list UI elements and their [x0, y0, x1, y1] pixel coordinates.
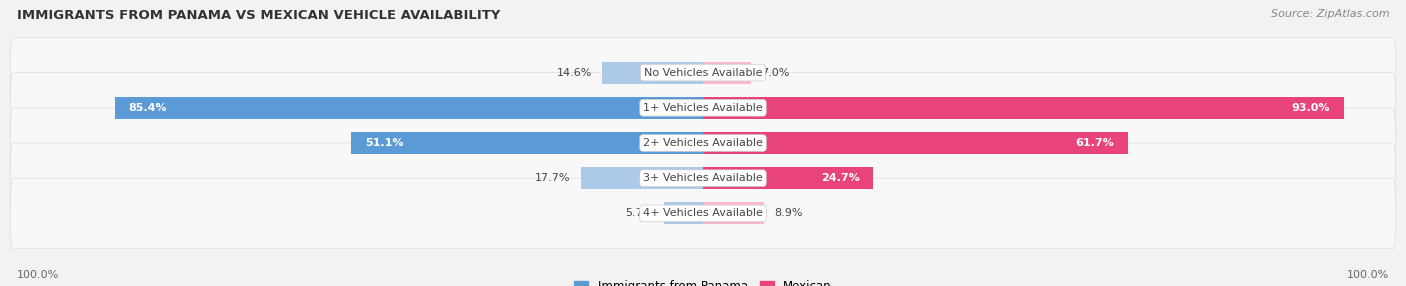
Text: 8.9%: 8.9% — [775, 208, 803, 219]
FancyBboxPatch shape — [11, 108, 1395, 178]
Bar — [703, 62, 751, 84]
Legend: Immigrants from Panama, Mexican: Immigrants from Panama, Mexican — [569, 276, 837, 286]
Text: 2+ Vehicles Available: 2+ Vehicles Available — [643, 138, 763, 148]
Text: 24.7%: 24.7% — [821, 173, 859, 183]
Bar — [703, 202, 765, 224]
Text: 5.7%: 5.7% — [626, 208, 654, 219]
Bar — [581, 167, 703, 189]
Text: 3+ Vehicles Available: 3+ Vehicles Available — [643, 173, 763, 183]
Text: 17.7%: 17.7% — [536, 173, 571, 183]
Bar — [703, 97, 1344, 119]
FancyBboxPatch shape — [11, 178, 1395, 249]
Text: 93.0%: 93.0% — [1292, 103, 1330, 113]
Bar — [602, 62, 703, 84]
Text: 51.1%: 51.1% — [364, 138, 404, 148]
Bar — [664, 202, 703, 224]
Text: No Vehicles Available: No Vehicles Available — [644, 67, 762, 78]
Text: Source: ZipAtlas.com: Source: ZipAtlas.com — [1271, 9, 1389, 19]
FancyBboxPatch shape — [11, 143, 1395, 213]
Bar — [115, 97, 703, 119]
Text: 4+ Vehicles Available: 4+ Vehicles Available — [643, 208, 763, 219]
Bar — [352, 132, 703, 154]
Text: 85.4%: 85.4% — [128, 103, 167, 113]
Text: 1+ Vehicles Available: 1+ Vehicles Available — [643, 103, 763, 113]
Bar — [703, 167, 873, 189]
Text: 100.0%: 100.0% — [1347, 270, 1389, 280]
Text: 100.0%: 100.0% — [17, 270, 59, 280]
FancyBboxPatch shape — [11, 73, 1395, 143]
Text: 61.7%: 61.7% — [1076, 138, 1115, 148]
Text: IMMIGRANTS FROM PANAMA VS MEXICAN VEHICLE AVAILABILITY: IMMIGRANTS FROM PANAMA VS MEXICAN VEHICL… — [17, 9, 501, 21]
Bar — [703, 132, 1128, 154]
Text: 7.0%: 7.0% — [762, 67, 790, 78]
Text: 14.6%: 14.6% — [557, 67, 592, 78]
FancyBboxPatch shape — [11, 37, 1395, 108]
